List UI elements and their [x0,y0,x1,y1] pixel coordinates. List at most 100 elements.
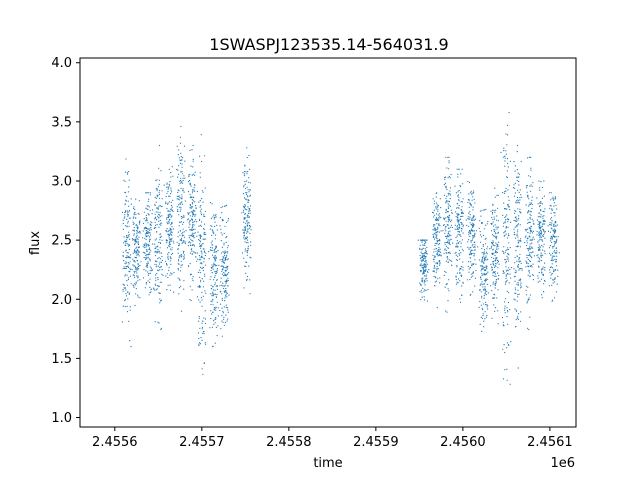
data-point [216,294,218,296]
data-point [248,221,250,223]
data-point [555,236,557,238]
data-point [419,282,421,284]
data-point [426,277,428,279]
data-point [481,274,483,276]
data-point [196,296,199,298]
data-point [435,237,437,239]
data-point [449,187,451,189]
data-point [145,227,147,229]
data-point [155,247,157,249]
data-point [515,210,517,212]
data-point [147,280,149,282]
data-point [179,270,182,272]
data-point [461,168,463,170]
data-point [189,285,191,287]
data-point [457,242,459,245]
data-point [537,249,540,251]
data-point [181,201,183,203]
data-point [211,254,214,256]
data-point [485,290,487,292]
data-point [451,226,453,228]
data-point [449,244,451,246]
data-point [435,208,437,210]
data-point [130,283,132,285]
data-point [200,198,203,200]
data-point [462,212,464,214]
data-point [497,267,499,269]
data-point [494,265,496,267]
data-point [148,192,150,194]
data-point [171,253,173,255]
data-point [215,246,217,248]
data-point [204,318,206,320]
data-point [208,251,210,253]
data-point [469,218,471,220]
data-point [127,252,129,254]
data-point [482,245,484,247]
data-point [446,195,448,197]
data-point [437,228,439,230]
data-point [134,208,136,210]
data-point [226,254,228,256]
data-point [182,228,184,230]
data-point [158,292,160,294]
data-point [226,307,229,309]
data-point [136,254,138,256]
data-point [542,210,544,212]
data-point [424,261,426,263]
data-point [245,198,247,200]
data-point [124,180,126,182]
data-point [426,270,428,272]
data-point [432,254,434,256]
data-point [526,261,528,263]
data-point [419,244,421,246]
data-point [460,173,462,175]
data-point [203,251,205,253]
data-point [202,269,204,272]
data-point [128,320,130,322]
data-point [435,192,437,195]
data-point [133,233,135,235]
data-point [145,243,148,245]
data-point [447,261,449,264]
data-point [199,286,202,288]
data-point [425,260,427,262]
data-point [474,277,476,279]
data-point [478,227,480,229]
data-point [479,234,482,236]
data-point [123,267,126,269]
data-point [135,217,137,219]
data-point [180,310,183,312]
data-point [434,245,436,247]
data-point [197,252,199,254]
data-point [157,217,159,219]
data-point [483,283,485,285]
data-point [145,229,147,232]
data-point [549,252,551,254]
data-point [538,212,540,214]
data-point [178,260,180,262]
data-point [554,221,556,223]
data-point [180,260,182,262]
data-point [213,263,215,266]
data-point [243,234,245,236]
data-point [551,267,554,269]
data-point [472,225,474,227]
data-point [135,268,137,270]
data-point [144,220,147,222]
data-point [508,254,510,256]
data-point [135,287,137,290]
data-point [455,236,457,239]
data-point [509,247,511,249]
data-point [539,238,541,240]
data-point [171,222,173,225]
data-point [202,191,204,193]
data-point [538,233,541,235]
data-point [195,207,197,210]
data-point [480,215,482,217]
data-point [529,176,532,178]
data-point [526,248,528,250]
data-point [527,232,529,234]
data-point [128,244,131,246]
data-point [436,252,439,254]
